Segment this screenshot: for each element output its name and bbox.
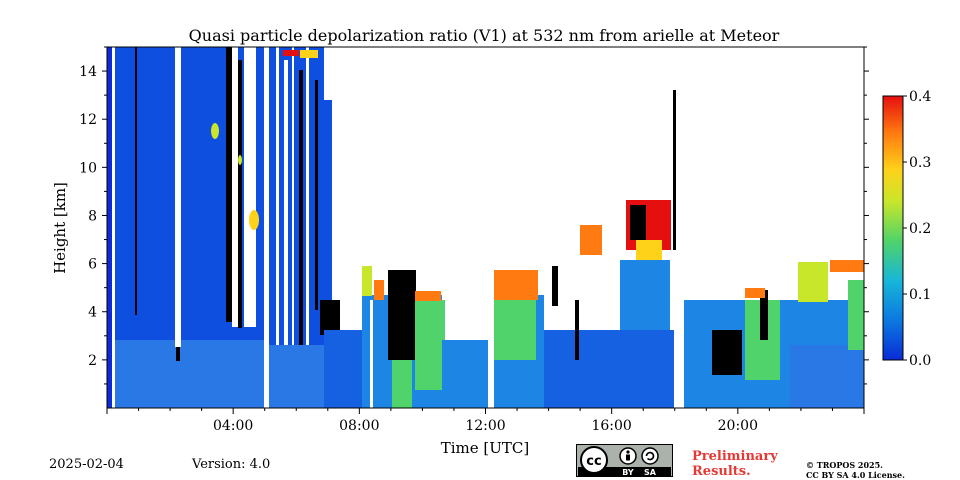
heatmap-region xyxy=(620,260,670,330)
colorbar-axis: 0.0 0.1 0.2 0.3 0.4 xyxy=(903,89,931,369)
heatmap-gap xyxy=(232,47,238,327)
colorbar xyxy=(882,95,904,361)
heatmap-gap xyxy=(112,47,115,408)
y-tick-label: 10 xyxy=(79,160,97,176)
preliminary-line-2: Results. xyxy=(692,464,751,479)
colorbar-tick-label: 0.0 xyxy=(909,353,931,369)
preliminary-line-1: Preliminary xyxy=(692,449,778,464)
heatmap-feature xyxy=(211,123,219,139)
heatmap-feature xyxy=(494,270,538,300)
heatmap-feature xyxy=(362,266,372,296)
heatmap-gap xyxy=(575,300,579,360)
heatmap-region xyxy=(324,330,364,408)
heatmap-feature xyxy=(745,288,765,298)
heatmap-gap xyxy=(552,266,558,306)
heatmap-feature xyxy=(283,50,299,56)
heatmap-gap xyxy=(226,47,232,322)
heatmap-region xyxy=(415,300,445,390)
heatmap-region xyxy=(107,47,112,408)
y-axis: 2 4 6 8 10 12 14 xyxy=(79,46,869,385)
copyright-line-1: © TROPOS 2025. xyxy=(806,460,883,470)
heatmap-feature xyxy=(249,210,259,230)
x-axis-label: Time [UTC] xyxy=(441,439,530,457)
x-tick-label: 20:00 xyxy=(718,418,758,434)
y-tick-label: 8 xyxy=(88,208,97,224)
heatmap-region xyxy=(324,100,332,300)
heatmap-gap xyxy=(315,80,318,310)
heatmap-gap xyxy=(677,330,684,408)
heatmap-feature xyxy=(415,291,441,301)
sa-icon xyxy=(641,447,659,465)
heatmap-gap xyxy=(135,47,137,315)
heatmap-region xyxy=(494,300,536,360)
date-label: 2025-02-04 xyxy=(49,457,124,472)
cc-text: cc xyxy=(586,454,601,469)
heatmap-region xyxy=(790,345,864,408)
heatmap-gap xyxy=(320,300,340,335)
heatmap-gap xyxy=(712,330,742,375)
x-axis: 04:00 08:00 12:00 16:00 20:00 xyxy=(106,408,865,434)
chart-title: Quasi particle depolarization ratio (V1)… xyxy=(189,26,780,45)
heatmap-gap xyxy=(299,70,303,380)
heatmap-region xyxy=(614,330,674,408)
heatmap-region xyxy=(848,280,864,350)
heatmap-feature xyxy=(238,155,242,165)
copyright-notice: © TROPOS 2025. CC BY SA 4.0 License. xyxy=(806,460,905,480)
heatmap-gap xyxy=(276,47,279,387)
x-tick-label: 16:00 xyxy=(591,418,631,434)
y-tick-label: 4 xyxy=(88,305,97,321)
y-tick-label: 6 xyxy=(88,257,97,273)
y-tick-label: 14 xyxy=(79,64,97,80)
heatmap-feature xyxy=(798,262,828,302)
cc-license-badge[interactable]: cc BY SA xyxy=(576,444,673,477)
colorbar-tick-label: 0.4 xyxy=(909,89,931,105)
y-tick-label: 2 xyxy=(88,353,97,369)
x-tick-label: 12:00 xyxy=(465,418,505,434)
heatmap-gap xyxy=(630,205,646,240)
colorbar-tick-label: 0.2 xyxy=(909,221,931,237)
y-tick-label: 12 xyxy=(79,112,97,128)
heatmap-gap xyxy=(264,47,269,408)
heatmap-feature xyxy=(300,50,318,58)
by-text: BY xyxy=(622,468,634,476)
heatmap-gap xyxy=(244,47,256,327)
y-axis-label: Height [km] xyxy=(51,182,69,274)
heatmap-gap xyxy=(176,347,180,361)
heatmap-gap xyxy=(284,60,288,360)
heatmap-feature xyxy=(830,260,864,272)
heatmap-region xyxy=(107,340,267,408)
cc-license-icon: cc BY SA xyxy=(578,446,671,477)
heatmap-region xyxy=(442,340,490,408)
heatmap-area xyxy=(107,47,864,408)
heatmap-region xyxy=(392,360,412,408)
heatmap-gap xyxy=(175,47,181,347)
heatmap-gap xyxy=(388,270,416,360)
heatmap-gap xyxy=(370,300,373,408)
heatmap-feature xyxy=(374,280,384,300)
heatmap-feature xyxy=(636,240,662,260)
version-label: Version: 4.0 xyxy=(192,457,271,472)
heatmap-gap xyxy=(306,47,309,367)
heatmap-gap xyxy=(238,60,242,328)
heatmap-feature xyxy=(580,225,602,255)
heatmap-gap xyxy=(488,270,494,408)
heatmap-gap xyxy=(760,290,768,340)
x-tick-label: 04:00 xyxy=(213,418,253,434)
heatmap-gap xyxy=(673,90,676,250)
preliminary-results-label: Preliminary Results. xyxy=(692,449,778,479)
x-tick-label: 08:00 xyxy=(339,418,379,434)
heatmap-region xyxy=(269,345,324,408)
sa-text: SA xyxy=(644,468,657,476)
heatmap-gap xyxy=(292,47,294,377)
colorbar-tick-label: 0.3 xyxy=(909,155,931,171)
copyright-line-2: CC BY SA 4.0 License. xyxy=(806,470,905,480)
colorbar-tick-label: 0.1 xyxy=(909,287,931,303)
